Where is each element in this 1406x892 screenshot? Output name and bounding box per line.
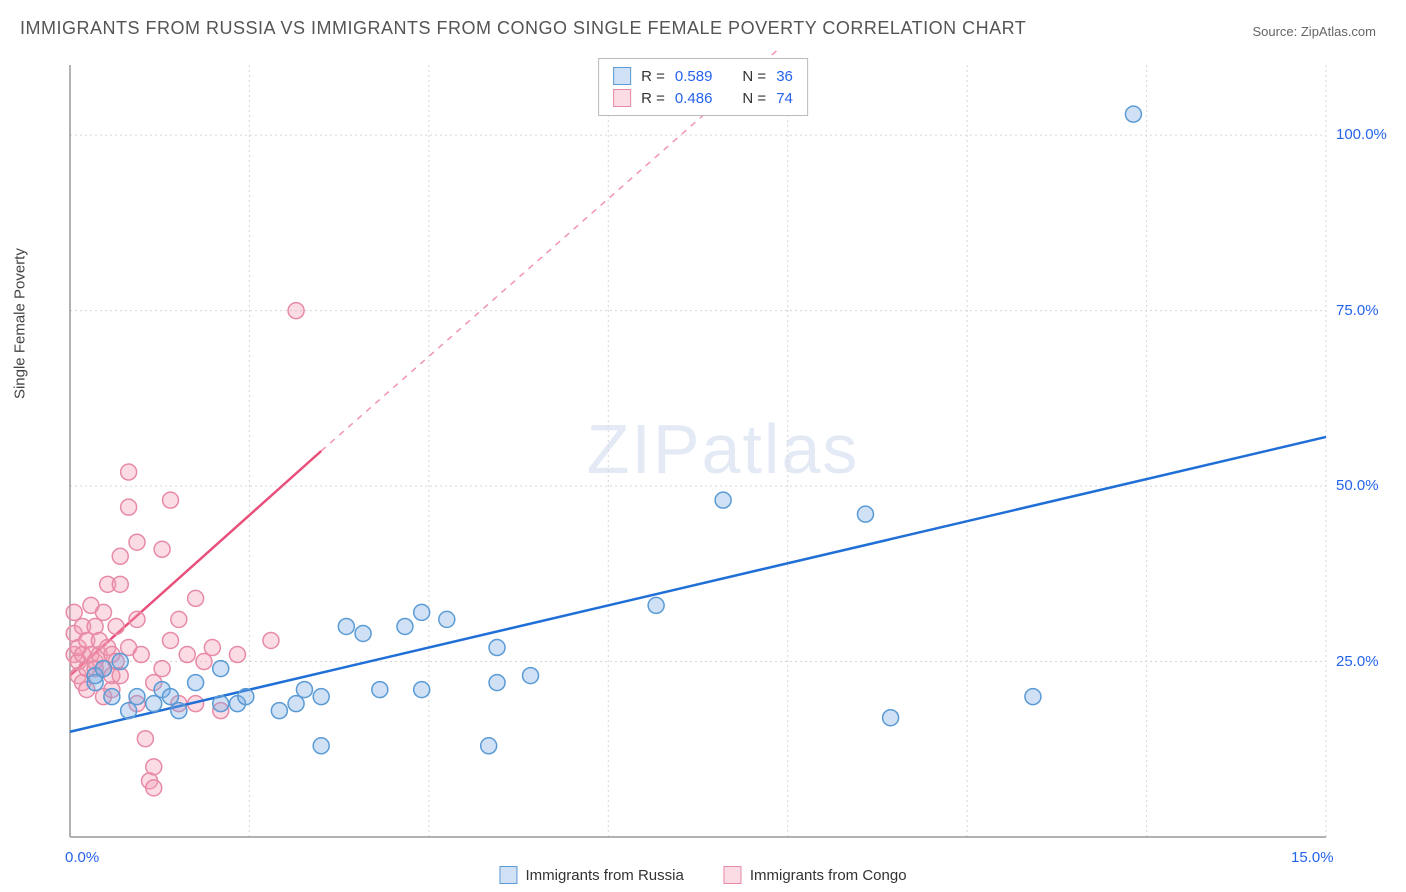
y-axis-label: Single Female Poverty [12,248,29,399]
chart-container: Single Female Poverty ZIPatlas [50,50,1396,882]
r-label: R = [641,68,665,85]
legend-swatch [613,67,631,85]
series-legend-item: Immigrants from Russia [499,866,683,884]
series-legend-label: Immigrants from Russia [525,867,683,884]
n-label: N = [742,68,766,85]
correlation-legend-box: R = 0.589 N = 36 R = 0.486 N = 74 [598,58,808,116]
legend-swatch [724,866,742,884]
chart-title: IMMIGRANTS FROM RUSSIA VS IMMIGRANTS FRO… [20,18,1026,39]
correlation-legend-row: R = 0.486 N = 74 [613,87,793,109]
source-link[interactable]: ZipAtlas.com [1301,24,1376,39]
correlation-legend-row: R = 0.589 N = 36 [613,65,793,87]
r-value: 0.486 [675,90,713,107]
axis-tick-label: 100.0% [1336,126,1387,143]
n-value: 74 [776,90,793,107]
n-label: N = [742,90,766,107]
scatter-plot [50,50,1396,882]
legend-swatch [499,866,517,884]
axis-tick-label: 0.0% [65,849,99,866]
r-value: 0.589 [675,68,713,85]
source-attribution: Source: ZipAtlas.com [1252,24,1376,39]
legend-swatch [613,89,631,107]
source-prefix: Source: [1252,24,1300,39]
axis-tick-label: 15.0% [1291,849,1334,866]
n-value: 36 [776,68,793,85]
series-legend-label: Immigrants from Congo [750,867,907,884]
series-legend: Immigrants from Russia Immigrants from Co… [499,866,906,884]
axis-tick-label: 75.0% [1336,302,1379,319]
series-legend-item: Immigrants from Congo [724,866,907,884]
r-label: R = [641,90,665,107]
axis-tick-label: 50.0% [1336,477,1379,494]
axis-tick-label: 25.0% [1336,653,1379,670]
